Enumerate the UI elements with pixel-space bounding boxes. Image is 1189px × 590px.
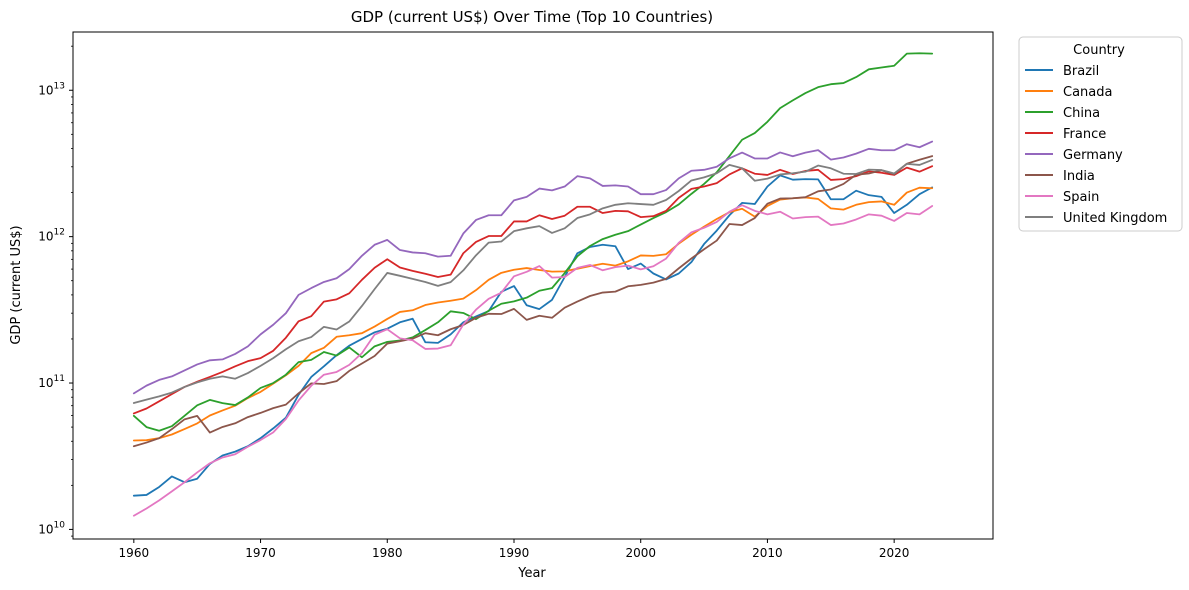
legend-label-brazil: Brazil — [1063, 64, 1099, 79]
legend-items: Brazil Canada China France Germany India Spain… — [1025, 64, 1167, 226]
x-tick-label: 1970 — [245, 546, 276, 560]
legend-label-canada: Canada — [1063, 85, 1112, 100]
legend: Country Brazil Canada China France Germany In… — [1018, 36, 1183, 232]
legend-label-china: China — [1063, 106, 1100, 121]
x-tick-label: 2020 — [879, 546, 910, 560]
x-tick-label: 1980 — [372, 546, 403, 560]
x-tick-label: 2000 — [625, 546, 656, 560]
x-tick-label: 1960 — [119, 546, 150, 560]
legend-label-india: India — [1063, 169, 1095, 184]
chart-title: GDP (current US$) Over Time (Top 10 Coun… — [351, 8, 713, 26]
series-line-united-kingdom — [132, 159, 934, 404]
series-line-brazil — [132, 174, 934, 497]
legend-title: Country — [1073, 43, 1125, 58]
series-line-spain — [132, 204, 934, 517]
y-axis-title: GDP (current US$) — [9, 225, 24, 344]
x-axis-title: Year — [517, 566, 546, 581]
y-tick-label: 1011 — [38, 374, 65, 390]
series-line-france — [132, 165, 934, 415]
legend-frame — [1018, 36, 1183, 232]
y-tick-label: 1010 — [38, 520, 65, 536]
legend-label-france: France — [1063, 127, 1106, 142]
plot-frame — [72, 31, 994, 540]
series-layer — [132, 52, 934, 517]
x-axis: 1960 1970 1980 1990 2000 2010 2020 — [119, 539, 910, 560]
series-line-china — [132, 52, 934, 432]
legend-label-united-kingdom: United Kingdom — [1063, 211, 1167, 226]
series-line-germany — [132, 140, 934, 395]
legend-label-germany: Germany — [1063, 148, 1123, 163]
x-tick-label: 2010 — [752, 546, 783, 560]
y-tick-label: 1013 — [38, 81, 65, 97]
series-line-india — [132, 155, 934, 448]
legend-label-spain: Spain — [1063, 190, 1099, 205]
x-tick-label: 1990 — [499, 546, 530, 560]
y-axis: 1010 1011 1012 1013 — [38, 45, 73, 537]
series-line-canada — [132, 186, 934, 442]
y-tick-label: 1012 — [38, 228, 65, 244]
